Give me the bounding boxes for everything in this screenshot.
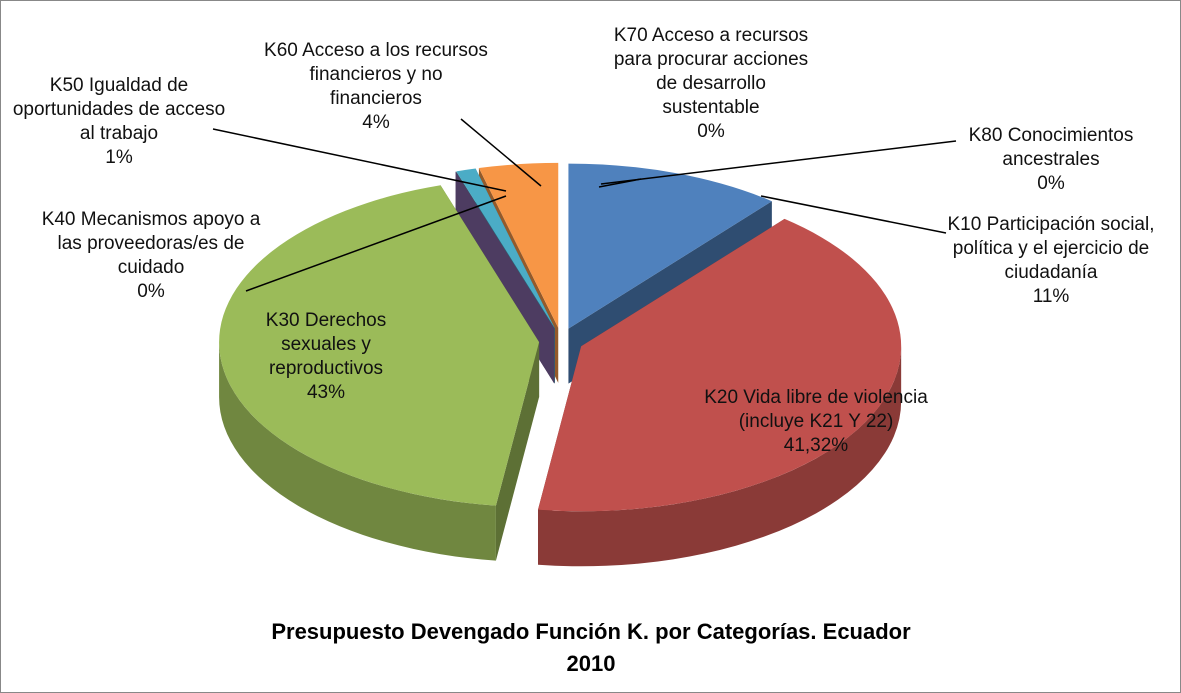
slice-top <box>478 162 559 328</box>
value-label: 4% <box>362 112 390 133</box>
data-label: K50 Igualdad de oportunidades de acceso … <box>4 74 234 170</box>
category-label: K70 Acceso a recursos para procurar acci… <box>613 25 809 118</box>
data-label: K30 Derechos sexuales y reproductivos 43% <box>231 309 421 405</box>
slice-top <box>537 218 902 512</box>
value-label: 1% <box>105 147 133 168</box>
leader-line <box>212 128 507 192</box>
data-label: K20 Vida libre de violencia (incluye K21… <box>701 386 931 458</box>
slice <box>219 185 540 561</box>
category-label: K60 Acceso a los recursos financieros y … <box>264 40 488 109</box>
leader-line <box>760 195 947 234</box>
slice-top <box>456 168 555 329</box>
value-label: 43% <box>306 382 346 403</box>
slice-top <box>568 163 772 329</box>
data-label: K10 Participación social, política y el … <box>941 213 1161 309</box>
leader-line <box>600 140 957 185</box>
value-label: 11% <box>1032 286 1070 307</box>
data-label: K40 Mecanismos apoyo a las proveedoras/e… <box>36 208 266 304</box>
slice-side <box>495 342 540 561</box>
value-label: 0% <box>1037 173 1065 194</box>
value-label: 0% <box>137 281 165 302</box>
value-label: 41,32% <box>783 435 849 456</box>
category-label: K50 Igualdad de oportunidades de acceso … <box>12 75 226 144</box>
category-label: K20 Vida libre de violencia (incluye K21… <box>704 387 928 432</box>
leader-line <box>460 118 542 187</box>
slice <box>537 218 902 567</box>
slice-wall <box>219 342 496 561</box>
chart-title: Presupuesto Devengado Función K. por Cat… <box>271 619 911 676</box>
leader-line <box>245 195 507 292</box>
slice-wall <box>537 346 902 567</box>
data-label: K60 Acceso a los recursos financieros y … <box>261 39 491 135</box>
category-label: K40 Mecanismos apoyo a las proveedoras/e… <box>41 209 261 278</box>
data-label: K70 Acceso a recursos para procurar acci… <box>611 24 811 144</box>
slice-top <box>219 185 540 506</box>
value-label: 0% <box>697 121 725 142</box>
category-label: K10 Participación social, política y el … <box>947 214 1155 283</box>
category-label: K30 Derechos sexuales y reproductivos <box>265 310 387 379</box>
category-label: K80 Conocimientos ancestrales <box>968 125 1134 170</box>
data-label: K80 Conocimientos ancestrales 0% <box>946 124 1156 196</box>
